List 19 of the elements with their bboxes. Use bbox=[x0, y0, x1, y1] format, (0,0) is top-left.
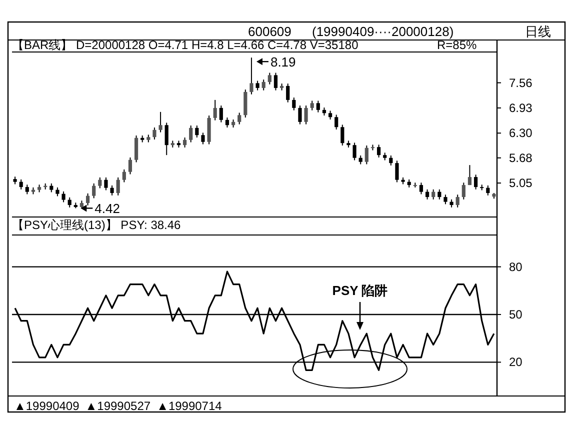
chart-subtitle: (19990409····20000128) bbox=[312, 24, 454, 39]
chart-title: 【PSY心理线(13)】 PSY: 38.46 bbox=[12, 218, 182, 232]
y-tick-label: 80 bbox=[509, 260, 523, 274]
text: 日线 bbox=[525, 24, 551, 39]
annotation: 4.42 bbox=[94, 201, 120, 216]
y-tick-label: 5.05 bbox=[509, 176, 533, 190]
annotation: PSY 陷阱 bbox=[332, 283, 388, 298]
y-tick-label: 50 bbox=[509, 308, 523, 322]
y-tick-label: 5.68 bbox=[509, 150, 533, 165]
y-tick-label: 7.56 bbox=[509, 76, 533, 90]
y-tick-label: 6.93 bbox=[509, 100, 533, 115]
y-tick-label: 6.30 bbox=[509, 126, 533, 140]
y-tick-label: 20 bbox=[509, 355, 523, 370]
text: R=85% bbox=[437, 38, 478, 52]
text: ▲19990409 bbox=[14, 399, 80, 413]
annotation: 8.19 bbox=[270, 54, 296, 70]
text: ▲19990714 bbox=[156, 399, 222, 413]
chart-title: 600609 bbox=[248, 24, 292, 39]
text: ▲19990527 bbox=[85, 399, 151, 413]
